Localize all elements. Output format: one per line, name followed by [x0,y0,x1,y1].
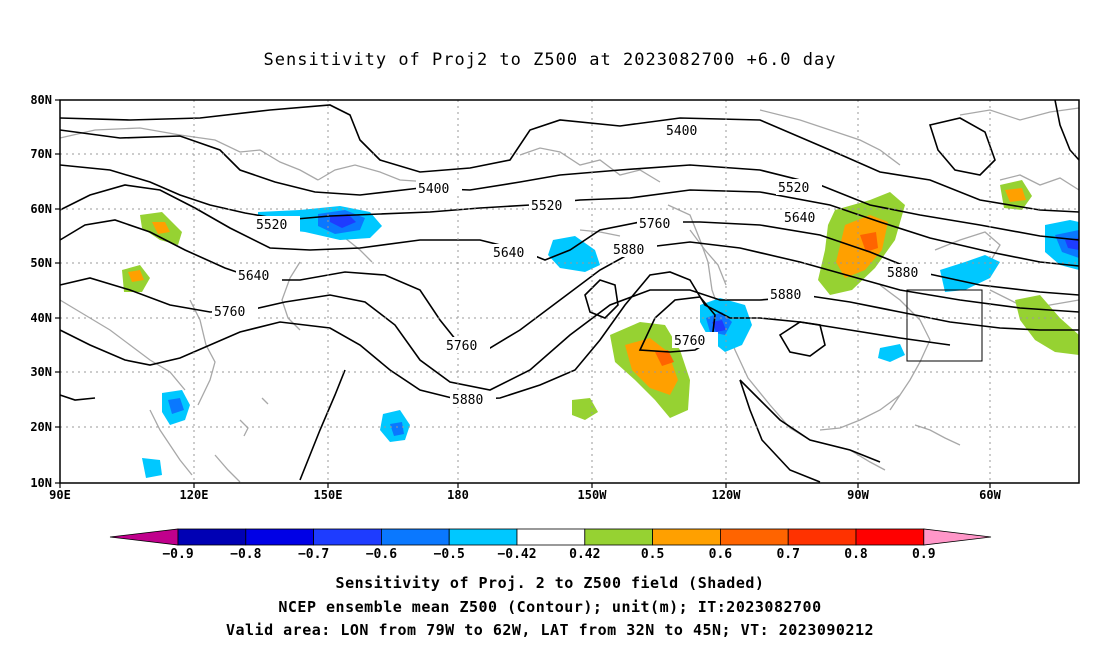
lon-label: 180 [447,488,469,502]
colorbar-swatch [448,528,518,546]
colorbar-tick-label: −0.6 [366,547,397,562]
lat-label: 30N [30,365,52,379]
lat-label: 40N [30,311,52,325]
contour-label: 5640 [493,246,524,261]
lat-label: 60N [30,202,52,216]
caption-line-2: NCEP ensemble mean Z500 (Contour); unit(… [278,598,822,616]
lon-label: 90E [49,488,71,502]
colorbar-tick-label: −0.9 [162,547,193,562]
colorbar-swatch [787,528,857,546]
colorbar-tick-label: 0.42 [569,547,600,562]
lat-label: 20N [30,420,52,434]
contour-label: 5880 [452,393,483,408]
colorbar-swatch [380,528,450,546]
colorbar-swatch [720,528,789,546]
contour-label: 5400 [666,124,697,139]
contour-label: 5760 [446,339,477,354]
map-title: Sensitivity of Proj2 to Z500 at 20230827… [263,50,837,70]
lon-label: 150W [578,488,608,502]
colorbar-tick-label: −0.8 [230,547,261,562]
colorbar-swatch [652,528,721,546]
contour-label: 5400 [418,182,449,197]
lon-label: 60W [979,488,1001,502]
contour-label: 5640 [238,269,269,284]
colorbar-swatch [516,528,586,546]
colorbar-tick-label: −0.5 [434,547,465,562]
contour-label: 5520 [531,199,562,214]
caption-line-1: Sensitivity of Proj. 2 to Z500 field (Sh… [335,574,765,592]
contour-label: 5880 [770,288,801,303]
colorbar-swatch [584,528,653,546]
lon-label: 150E [314,488,343,502]
colorbar-tick-label: −0.42 [497,547,536,562]
colorbar: −0.9 −0.8 −0.7 −0.6 −0.5 −0.42 0.42 0.5 0.6 0.7 0.… [109,528,992,562]
latitude-labels: 80N 70N 60N 50N 40N 30N 20N 10N [30,93,52,490]
contour-label-group: 5400 5400 5520 5520 5520 5640 5640 5640 … [212,122,931,408]
valid-area-box [906,289,983,362]
caption-line-3: Valid area: LON from 79W to 62W, LAT fro… [225,621,875,639]
map-panel: 5400 5400 5520 5520 5520 5640 5640 5640 … [30,93,1080,502]
coastlines [59,107,1080,483]
lon-label: 120E [180,488,209,502]
contour-label: 5880 [887,266,918,281]
colorbar-tick-label: 0.6 [709,547,733,562]
contour-label: 5880 [613,243,644,258]
axis-ticks [55,99,991,488]
contour-label: 5520 [778,181,809,196]
contour-label: 5640 [784,211,815,226]
contour-label: 5760 [674,334,705,349]
lat-label: 80N [30,93,52,107]
colorbar-swatch [313,528,382,546]
contour-label: 5520 [256,218,287,233]
colorbar-swatch [855,528,925,546]
colorbar-tick-label: 0.8 [844,547,868,562]
contour-label: 5760 [214,305,245,320]
lat-label: 50N [30,256,52,270]
lon-label: 90W [847,488,869,502]
colorbar-arrow-right [923,528,992,546]
colorbar-tick-label: 0.7 [776,547,799,562]
colorbar-tick-label: −0.7 [298,547,329,562]
lon-label: 120W [712,488,742,502]
map-frame [59,99,1080,484]
lat-label: 10N [30,476,52,490]
sensitivity-shading [122,180,1079,478]
lat-label: 70N [30,147,52,161]
longitude-labels: 90E 120E 150E 180 150W 120W 90W 60W [49,488,1001,502]
colorbar-arrow-left [109,528,179,546]
colorbar-tick-label: 0.9 [912,547,935,562]
colorbar-tick-label: 0.5 [641,547,664,562]
colorbar-swatch [177,528,247,546]
contour-label: 5760 [639,217,670,232]
colorbar-swatch [245,528,315,546]
